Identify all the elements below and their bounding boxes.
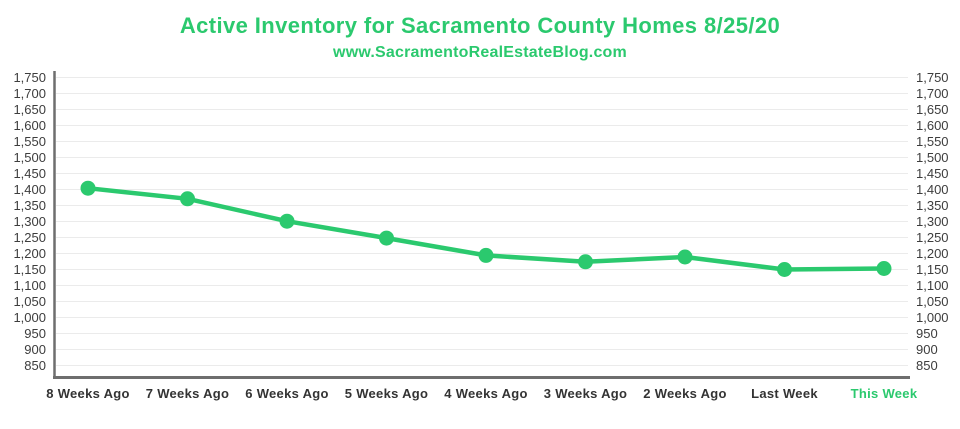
x-axis-label: Last Week [751, 386, 818, 401]
x-axis-label: 3 Weeks Ago [543, 386, 628, 401]
data-point-marker [578, 254, 593, 270]
y-tick-label-left: 1,150 [13, 262, 46, 277]
chart-subtitle-url: www.SacramentoRealEstateBlog.com [333, 44, 627, 61]
y-tick-label-right: 1,000 [916, 310, 949, 325]
y-tick-label-left: 1,750 [13, 70, 46, 85]
data-point-marker [478, 247, 494, 263]
y-tick-label-left: 1,450 [13, 166, 46, 181]
y-tick-label-right: 1,400 [916, 182, 949, 197]
y-tick-label-right: 1,100 [916, 278, 949, 293]
y-tick-label-right: 1,500 [916, 150, 949, 165]
data-point-marker [876, 261, 892, 276]
y-tick-label-right: 950 [916, 326, 938, 341]
data-point-marker [80, 180, 96, 196]
y-tick-label-right: 1,250 [916, 230, 949, 245]
y-tick-label-left: 1,400 [13, 182, 46, 197]
y-tick-label-right: 1,050 [916, 294, 949, 309]
y-tick-label-left: 1,600 [13, 118, 46, 133]
x-axis-label: 7 Weeks Ago [145, 386, 230, 401]
y-tick-label-left: 1,350 [13, 198, 46, 213]
y-tick-label-right: 1,600 [916, 118, 949, 133]
y-tick-label-right: 1,300 [916, 214, 949, 229]
x-axis-label: 6 Weeks Ago [245, 386, 329, 401]
y-tick-label-left: 900 [24, 342, 46, 357]
y-tick-label-left: 1,250 [13, 230, 46, 245]
y-tick-label-left: 850 [24, 358, 46, 373]
y-tick-label-right: 1,200 [916, 246, 949, 261]
data-point-marker [379, 230, 394, 246]
data-point-marker [279, 213, 295, 229]
y-tick-label-left: 950 [24, 326, 46, 341]
y-tick-label-left: 1,550 [13, 134, 46, 149]
x-axis-label: 5 Weeks Ago [344, 386, 429, 401]
y-tick-label-right: 1,750 [916, 70, 949, 85]
chart-title: Active Inventory for Sacramento County H… [179, 13, 781, 38]
x-axis-label: 4 Weeks Ago [444, 386, 528, 401]
y-tick-label-left: 1,300 [13, 214, 46, 229]
y-tick-label-right: 1,700 [916, 86, 949, 101]
y-tick-label-left: 1,100 [13, 278, 46, 293]
y-tick-label-right: 1,550 [916, 134, 949, 149]
y-tick-label-right: 1,350 [916, 198, 949, 213]
y-tick-label-left: 1,000 [13, 310, 46, 325]
x-axis-label-current-week: This Week [850, 386, 918, 401]
y-tick-label-right: 1,150 [916, 262, 949, 277]
y-tick-label-left: 1,650 [13, 102, 46, 117]
data-point-marker [677, 249, 693, 265]
y-tick-label-left: 1,050 [13, 294, 46, 309]
data-point-marker [777, 262, 792, 277]
x-axis-label: 2 Weeks Ago [643, 386, 727, 401]
y-tick-label-right: 900 [916, 342, 938, 357]
y-tick-label-left: 1,200 [13, 246, 46, 261]
y-tick-label-left: 1,700 [13, 86, 46, 101]
y-tick-label-right: 850 [916, 358, 938, 373]
y-tick-label-right: 1,450 [916, 166, 949, 181]
x-axis-label: 8 Weeks Ago [46, 386, 130, 401]
y-tick-label-right: 1,650 [916, 102, 949, 117]
data-point-marker [180, 191, 195, 207]
y-tick-label-left: 1,500 [13, 150, 46, 165]
